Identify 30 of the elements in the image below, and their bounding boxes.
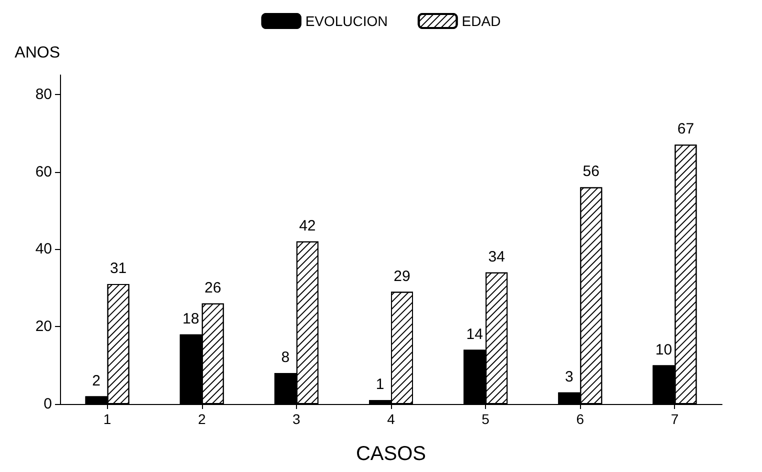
- data-label: 56: [582, 163, 600, 180]
- data-label: 14: [466, 326, 483, 343]
- data-label: 18: [182, 310, 200, 328]
- legend-label: EDAD: [462, 13, 501, 29]
- data-label: 8: [281, 349, 290, 366]
- y-tick-label: 0: [44, 396, 52, 412]
- x-tick-label: 1: [103, 411, 112, 427]
- data-label: 31: [110, 260, 127, 278]
- y-tick-label: 20: [35, 318, 52, 336]
- legend-label: EVOLUCION: [305, 13, 388, 29]
- y-tick-label: 80: [35, 86, 52, 103]
- x-tick-label: 4: [387, 411, 396, 427]
- y-tick-label: 40: [35, 240, 52, 258]
- x-tick-label: 3: [292, 411, 301, 427]
- data-label: 26: [204, 279, 222, 296]
- data-label: 1: [376, 376, 384, 394]
- y-tick-label: 60: [35, 163, 52, 180]
- x-tick-label: 5: [482, 411, 490, 427]
- data-label: 2: [92, 372, 100, 390]
- data-label: 3: [564, 368, 574, 386]
- x-axis-title: CASOS: [356, 443, 426, 465]
- x-tick-label: 7: [670, 411, 679, 427]
- data-label: 42: [299, 217, 316, 234]
- data-label: 34: [488, 248, 505, 266]
- data-label: 29: [394, 268, 410, 285]
- x-tick-label: 2: [198, 411, 206, 427]
- x-tick-label: 6: [576, 411, 584, 427]
- y-axis-title: ANOS: [14, 44, 60, 62]
- data-label: 10: [655, 341, 672, 358]
- data-label: 67: [677, 120, 694, 138]
